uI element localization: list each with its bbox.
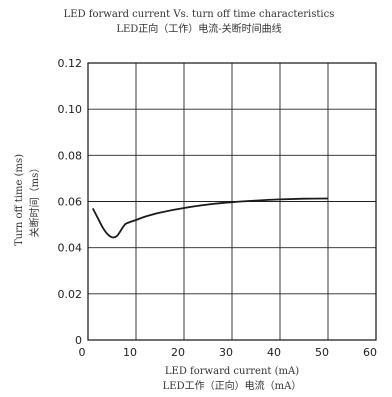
y-axis-ticks: 0 0.02 0.04 0.06 0.08 0.10 0.12 <box>58 57 83 347</box>
plot-frame <box>87 62 377 341</box>
x-tick-label: 20 <box>171 346 185 359</box>
x-axis-label-secondary: LED工作（正向）电流（mA） <box>163 379 302 392</box>
x-tick-label: 0 <box>79 346 86 359</box>
chart-subtitle: LED正向（工作）电流-关断时间曲线 <box>116 22 281 35</box>
y-tick-label: 0.04 <box>58 242 83 255</box>
x-tick-label: 50 <box>315 346 329 359</box>
x-tick-label: 10 <box>123 346 137 359</box>
series-group <box>91 197 329 239</box>
y-tick-label: 0 <box>75 334 82 347</box>
y-tick-label: 0.10 <box>58 103 83 116</box>
y-tick-label: 0.02 <box>58 288 83 301</box>
grid <box>88 63 376 340</box>
y-axis-label: Turn off time (ms) <box>14 154 25 246</box>
y-tick-label: 0.06 <box>58 196 83 209</box>
y-axis-label-secondary: 关断时间（ms） <box>28 163 41 238</box>
chart-title: LED forward current Vs. turn off time ch… <box>64 9 335 20</box>
series-line <box>91 197 329 239</box>
y-tick-label: 0.08 <box>58 149 83 162</box>
x-axis-ticks: 0 10 20 30 40 50 60 <box>79 346 378 359</box>
x-axis-label: LED forward current (mA) <box>165 366 299 377</box>
x-tick-label: 40 <box>267 346 281 359</box>
x-tick-label: 30 <box>219 346 233 359</box>
y-tick-label: 0.12 <box>58 57 83 70</box>
x-tick-label: 60 <box>363 346 377 359</box>
